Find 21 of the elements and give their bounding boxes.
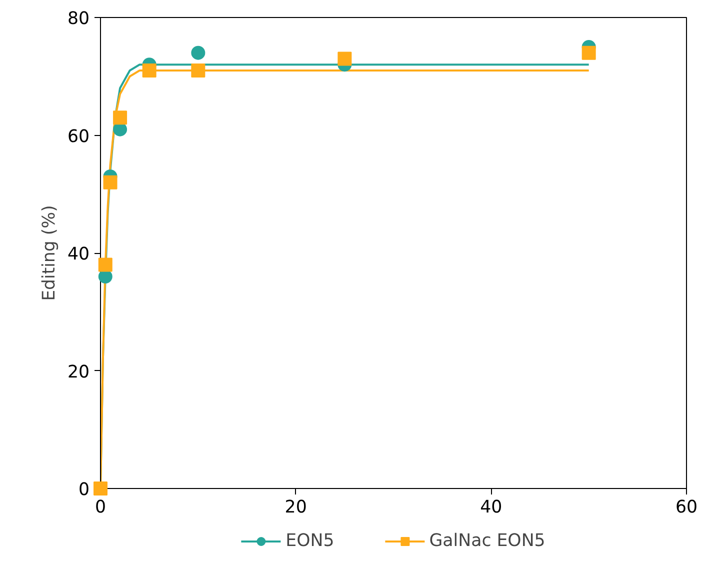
point — [113, 110, 128, 125]
y-axis-title: Editing (%) — [39, 205, 60, 301]
point — [94, 482, 108, 496]
y-tick-label: 20 — [67, 362, 90, 382]
x-tick-label: 40 — [480, 498, 502, 518]
x-tick-label: 20 — [284, 498, 307, 518]
legend-label: EON5 — [286, 531, 334, 551]
point — [191, 63, 206, 78]
y-tick-label: 80 — [67, 9, 90, 29]
point — [338, 52, 352, 66]
point — [142, 63, 156, 78]
point — [191, 46, 206, 60]
point — [98, 258, 112, 272]
x-tick-label: 60 — [675, 498, 698, 518]
point — [582, 46, 596, 60]
legend-label: GalNac EON5 — [429, 531, 546, 551]
y-tick-label: 0 — [78, 480, 90, 500]
x-tick-label: 0 — [94, 498, 106, 518]
y-tick-label: 40 — [67, 244, 90, 264]
point — [103, 175, 118, 190]
y-tick-label: 60 — [67, 126, 90, 147]
